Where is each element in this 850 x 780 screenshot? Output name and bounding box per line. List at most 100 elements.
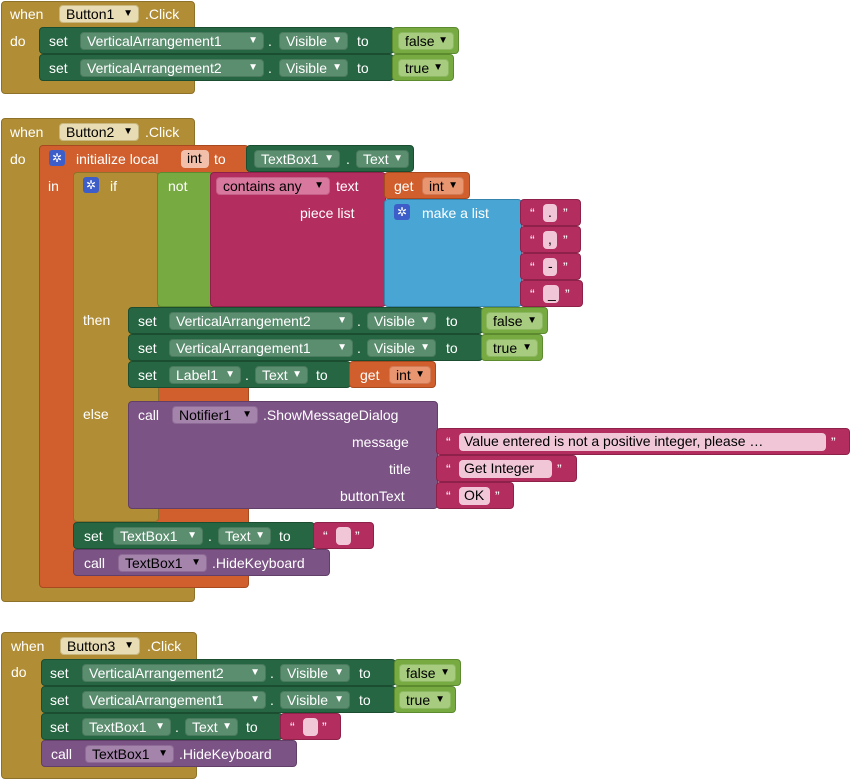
component-dropdown[interactable]: Notifier1 ▼ xyxy=(172,406,258,424)
component-dropdown[interactable]: VerticalArrangement1 ▼ xyxy=(169,339,353,357)
gear-icon[interactable]: ✲ xyxy=(83,177,99,193)
close-quote: ” xyxy=(355,528,360,544)
set-label-text-block[interactable] xyxy=(128,361,351,388)
to-label: to xyxy=(446,313,458,329)
variable-dropdown[interactable]: int ▼ xyxy=(422,177,464,195)
variable-dropdown[interactable]: int ▼ xyxy=(389,366,431,384)
close-quote: ” xyxy=(557,461,562,477)
component-dropdown[interactable]: VerticalArrangement2 ▼ xyxy=(80,59,264,77)
property-dropdown[interactable]: Visible ▼ xyxy=(279,59,348,77)
dropdown-arrow-icon: ▼ xyxy=(124,640,134,651)
dropdown-arrow-icon: ▼ xyxy=(420,315,430,326)
dropdown-arrow-icon: ▼ xyxy=(250,667,260,678)
component-dropdown[interactable]: VerticalArrangement2 ▼ xyxy=(169,312,353,330)
boolean-dropdown[interactable]: false ▼ xyxy=(398,32,454,50)
set-label: set xyxy=(84,528,103,544)
text-string-block[interactable] xyxy=(520,226,581,253)
boolean-dropdown[interactable]: true ▼ xyxy=(486,339,538,357)
button2-dropdown[interactable]: Button2 ▼ xyxy=(59,123,139,141)
dropdown-arrow-icon: ▼ xyxy=(324,153,334,164)
dropdown-value: true xyxy=(406,692,431,708)
dropdown-value: Button1 xyxy=(66,6,115,22)
dropdown-value: TextBox1 xyxy=(120,528,178,544)
dropdown-arrow-icon: ▼ xyxy=(337,315,347,326)
dot-label: . xyxy=(270,665,274,681)
dropdown-arrow-icon: ▼ xyxy=(292,369,302,380)
dropdown-arrow-icon: ▼ xyxy=(415,369,425,380)
text-string-value[interactable]: - xyxy=(543,258,557,276)
text-string-value[interactable]: _ xyxy=(543,285,559,303)
then-label: then xyxy=(83,312,111,328)
empty-text-value[interactable] xyxy=(303,718,318,736)
button-text-value[interactable]: OK xyxy=(459,487,490,505)
boolean-dropdown[interactable]: false ▼ xyxy=(399,664,456,682)
dropdown-arrow-icon: ▼ xyxy=(420,342,430,353)
property-dropdown[interactable]: Visible ▼ xyxy=(279,32,348,50)
property-dropdown[interactable]: Visible ▼ xyxy=(280,691,350,709)
gear-icon[interactable]: ✲ xyxy=(394,204,410,220)
open-quote: “ xyxy=(530,232,535,248)
message-text-value[interactable]: Value entered is not a positive integer,… xyxy=(459,433,826,451)
dropdown-value: VerticalArrangement2 xyxy=(176,313,311,329)
dropdown-arrow-icon: ▼ xyxy=(332,62,342,73)
boolean-dropdown[interactable]: true ▼ xyxy=(399,691,451,709)
property-dropdown[interactable]: Text ▼ xyxy=(255,366,308,384)
dot-label: . xyxy=(268,60,272,76)
when-label: when xyxy=(10,6,44,22)
dropdown-value: VerticalArrangement2 xyxy=(89,665,224,681)
open-quote: “ xyxy=(530,205,535,221)
set-label: set xyxy=(138,313,157,329)
dropdown-arrow-icon: ▼ xyxy=(225,369,235,380)
method-label: .HideKeyboard xyxy=(179,746,272,762)
open-quote: “ xyxy=(323,528,328,544)
property-dropdown[interactable]: Visible ▼ xyxy=(280,664,350,682)
dropdown-arrow-icon: ▼ xyxy=(123,8,133,19)
dropdown-value: Visible xyxy=(287,692,328,708)
set-label: set xyxy=(138,340,157,356)
to-label: to xyxy=(357,33,369,49)
boolean-dropdown[interactable]: true ▼ xyxy=(398,59,449,77)
close-quote: ” xyxy=(563,205,568,221)
property-dropdown[interactable]: Text ▼ xyxy=(218,527,271,545)
title-text-value[interactable]: Get Integer xyxy=(459,460,552,478)
component-dropdown[interactable]: VerticalArrangement1 ▼ xyxy=(80,32,264,50)
piece-list-label: piece list xyxy=(300,205,355,221)
component-dropdown[interactable]: TextBox1 ▼ xyxy=(82,718,171,736)
close-quote: ” xyxy=(563,232,568,248)
component-dropdown[interactable]: TextBox1 ▼ xyxy=(118,554,207,572)
open-quote: “ xyxy=(446,434,451,450)
to-label: to xyxy=(357,60,369,76)
local-variable-name[interactable]: int xyxy=(181,150,209,168)
open-quote: “ xyxy=(530,259,535,275)
not-block[interactable] xyxy=(157,172,213,307)
dropdown-arrow-icon: ▼ xyxy=(191,557,201,568)
message-socket-label: message xyxy=(352,434,409,450)
property-dropdown[interactable]: Visible ▼ xyxy=(367,339,436,357)
text-string-value[interactable]: . xyxy=(543,204,557,222)
call-label: call xyxy=(84,555,106,571)
property-dropdown[interactable]: Visible ▼ xyxy=(367,312,436,330)
empty-text-value[interactable] xyxy=(336,527,351,545)
to-label: to xyxy=(359,665,371,681)
dot-label: . xyxy=(208,528,212,544)
component-dropdown[interactable]: TextBox1 ▼ xyxy=(85,745,174,763)
contains-mode-dropdown[interactable]: contains any ▼ xyxy=(216,177,330,195)
dot-label: . xyxy=(357,340,361,356)
component-dropdown[interactable]: TextBox1 ▼ xyxy=(254,150,340,168)
dropdown-arrow-icon: ▼ xyxy=(123,126,133,137)
component-dropdown[interactable]: TextBox1 ▼ xyxy=(113,527,203,545)
dropdown-value: Visible xyxy=(374,340,415,356)
component-dropdown[interactable]: Label1 ▼ xyxy=(169,366,241,384)
property-dropdown[interactable]: Text ▼ xyxy=(356,150,409,168)
property-dropdown[interactable]: Text ▼ xyxy=(185,718,238,736)
component-dropdown[interactable]: VerticalArrangement1 ▼ xyxy=(82,691,266,709)
boolean-dropdown[interactable]: false ▼ xyxy=(486,312,543,330)
button1-dropdown[interactable]: Button1 ▼ xyxy=(59,5,139,23)
close-quote: ” xyxy=(563,259,568,275)
gear-icon[interactable]: ✲ xyxy=(49,150,65,166)
component-dropdown[interactable]: VerticalArrangement2 ▼ xyxy=(82,664,266,682)
button3-dropdown[interactable]: Button3 ▼ xyxy=(60,637,140,655)
dropdown-value: TextBox1 xyxy=(92,746,150,762)
dropdown-value: int xyxy=(429,178,444,194)
text-string-value[interactable]: , xyxy=(543,231,557,249)
